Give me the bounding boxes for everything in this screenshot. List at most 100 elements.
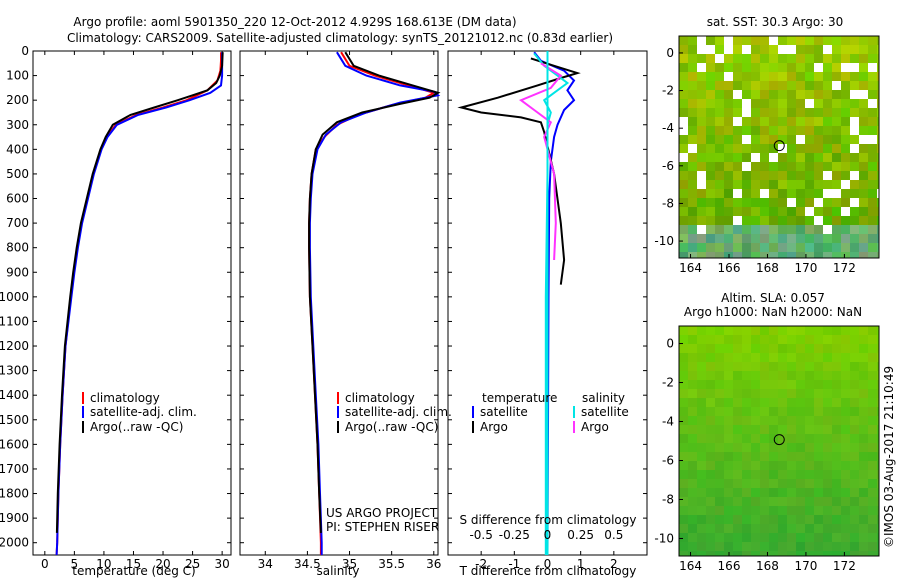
map-cell	[706, 515, 715, 524]
map-cell	[832, 353, 841, 362]
map-cell	[841, 126, 850, 135]
map-cell	[679, 198, 688, 207]
title-line2: Climatology: CARS2009. Satellite-adjuste…	[67, 31, 613, 45]
y-tick-label: 1700	[0, 462, 29, 476]
map-cell	[796, 434, 805, 443]
map-cell	[841, 171, 850, 180]
map-cell	[706, 144, 715, 153]
map-cell	[859, 362, 868, 371]
title-line1: Argo profile: aoml 5901350_220 12-Oct-20…	[73, 15, 516, 29]
map-cell	[751, 108, 760, 117]
map-cell	[679, 54, 688, 63]
map-cell	[751, 488, 760, 497]
map-cell	[760, 108, 769, 117]
map-cell	[796, 117, 805, 126]
map-cell	[859, 135, 868, 144]
map-cell	[877, 335, 879, 344]
map-cell	[760, 488, 769, 497]
map-cell	[832, 81, 841, 90]
map-cell	[814, 153, 823, 162]
map-cell	[706, 36, 715, 45]
map-cell	[751, 326, 760, 335]
map-cell	[868, 45, 877, 54]
map-cell	[778, 479, 787, 488]
s-tick-label: -0.5	[469, 528, 492, 542]
map-cell	[832, 63, 841, 72]
map-cell	[778, 434, 787, 443]
map-cell	[697, 126, 706, 135]
map-cell	[877, 362, 879, 371]
map-cell	[796, 162, 805, 171]
map-cell	[877, 90, 879, 99]
map-cell	[832, 443, 841, 452]
map-cell	[814, 335, 823, 344]
map-cell	[868, 443, 877, 452]
map-cell	[733, 198, 742, 207]
map-cell	[697, 207, 706, 216]
map-cell	[724, 335, 733, 344]
map-cell	[760, 506, 769, 515]
map-cell	[823, 234, 832, 243]
map-cell	[841, 117, 850, 126]
credit-line1: US ARGO PROJECT	[326, 506, 438, 520]
map-cell	[877, 479, 879, 488]
map-cell	[769, 117, 778, 126]
map-cell	[868, 117, 877, 126]
map-cell	[787, 72, 796, 81]
map-x-tick-label: 172	[833, 559, 856, 573]
map-cell	[778, 542, 787, 551]
map-cell	[733, 108, 742, 117]
map-cell	[760, 380, 769, 389]
map-cell	[769, 126, 778, 135]
map-cell	[742, 135, 751, 144]
map-cell	[832, 72, 841, 81]
map-cell	[796, 225, 805, 234]
map-cell	[742, 371, 751, 380]
map-cell	[877, 425, 879, 434]
map-cell	[733, 162, 742, 171]
map-cell	[850, 542, 859, 551]
map-cell	[859, 234, 868, 243]
map-cell	[778, 389, 787, 398]
map-cell	[697, 180, 706, 189]
map-cell	[760, 144, 769, 153]
map-cell	[706, 189, 715, 198]
map-cell	[850, 506, 859, 515]
x-tick-label: 25	[185, 557, 200, 571]
map-cell	[832, 362, 841, 371]
map-cell	[706, 479, 715, 488]
map-cell	[778, 452, 787, 461]
map-cell	[841, 407, 850, 416]
map-cell	[841, 180, 850, 189]
map-cell	[778, 117, 787, 126]
map-cell	[697, 198, 706, 207]
map-cell	[715, 542, 724, 551]
map-cell	[733, 171, 742, 180]
map-cell	[778, 515, 787, 524]
map-cell	[814, 162, 823, 171]
map-cell	[688, 389, 697, 398]
map-cell	[877, 470, 879, 479]
map-cell	[688, 506, 697, 515]
map-cell	[760, 117, 769, 126]
map-cell	[850, 144, 859, 153]
map-cell	[805, 425, 814, 434]
map-cell	[823, 461, 832, 470]
map-cell	[742, 524, 751, 533]
map-cell	[814, 207, 823, 216]
map-cell	[832, 335, 841, 344]
map-cell	[742, 479, 751, 488]
map-cell	[859, 72, 868, 81]
map-cell	[697, 54, 706, 63]
map-cell	[706, 470, 715, 479]
x-tick-label: -2	[475, 557, 487, 571]
legend-t-satellite-label: satellite	[480, 405, 528, 419]
y-tick-label: 1500	[0, 413, 29, 427]
map-cell	[796, 416, 805, 425]
map-cell	[832, 371, 841, 380]
map-cell	[715, 225, 724, 234]
map-cell	[832, 389, 841, 398]
difference-legend: temperature satellite Argo salinity sate…	[472, 391, 629, 434]
x-tick-label: -1	[508, 557, 520, 571]
map-cell	[859, 425, 868, 434]
